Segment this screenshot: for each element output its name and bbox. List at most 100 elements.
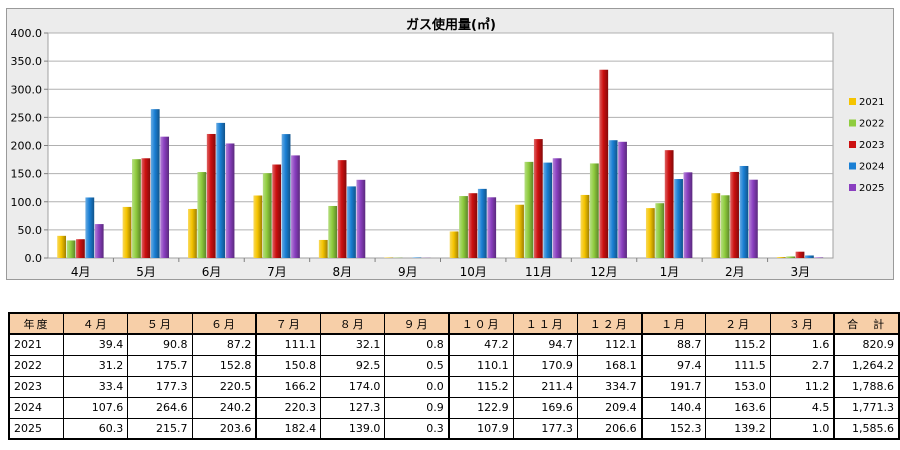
table-value-cell: 97.4 [640,354,707,377]
table-header-cell: 合 計 [833,312,900,335]
bar-2022-9 [655,203,665,258]
bar-2025-11 [814,257,824,258]
bar-2023-10 [730,171,739,258]
bar-2024-3 [281,134,291,258]
table-header-cell: ５月 [127,312,193,335]
bar-2024-0 [85,197,95,258]
table-value-cell: 1.6 [769,333,835,356]
bar-2021-1 [122,206,132,258]
y-tick-label: 400.0 [11,27,43,40]
table-value-cell: 92.5 [320,354,386,377]
bar-2021-11 [776,257,786,258]
legend-label-2025: 2025 [859,183,884,194]
chart-container: 0.0 50.0 100.0 150.0 200.0 250.0 300.0 350.0 400… [6,8,894,280]
x-tick-label: 4月 [71,265,91,279]
table-value-cell: 0.9 [384,396,450,419]
table-value-cell: 166.2 [255,375,322,398]
table-year-cell: 2024 [7,396,64,419]
table-year-cell: 2021 [7,333,64,356]
bar-2022-7 [524,161,534,258]
table-value-cell: 88.7 [640,333,707,356]
table-value-cell: 820.9 [833,333,900,356]
table-value-cell: 1.0 [769,417,835,440]
bar-2024-1 [150,109,160,258]
table-row: 2022 31.2 175.7 152.8 150.8 92.5 0.5 110.1 170.9… [7,354,900,377]
bar-2024-10 [739,165,749,258]
bar-2024-11 [804,255,814,258]
table-value-cell: 32.1 [320,333,386,356]
x-tick-label: 3月 [790,265,810,279]
table-value-cell: 182.4 [255,417,322,440]
table-value-cell: 177.3 [127,375,193,398]
table-header-cell: ２月 [705,312,771,335]
bar-2022-1 [132,159,141,258]
bar-2024-7 [543,162,553,258]
table-header-cell: １１月 [512,312,578,335]
table-value-cell: 220.3 [255,396,322,419]
table-value-cell: 191.7 [640,375,707,398]
bar-2021-10 [711,193,721,258]
bar-2022-4 [328,205,338,258]
legend-swatch-2025 [849,184,856,191]
table-value-cell: 0.8 [384,333,450,356]
table-value-cell: 240.2 [191,396,257,419]
table-value-cell: 152.8 [191,354,257,377]
table-row: 2025 60.3 215.7 203.6 182.4 139.0 0.3 107.9 177.… [7,417,900,440]
table-value-cell: 168.1 [576,354,643,377]
table-value-cell: 90.8 [127,333,193,356]
bar-2021-3 [253,195,263,258]
table-year-cell: 2023 [7,375,64,398]
legend-label-2024: 2024 [859,162,884,173]
table-value-cell: 115.2 [705,333,771,356]
table-value-cell: 127.3 [320,396,386,419]
table-value-cell: 1,771.3 [833,396,900,419]
gas-usage-chart: 0.0 50.0 100.0 150.0 200.0 250.0 300.0 350.0 400… [11,27,885,279]
table-value-cell: 1,264.2 [833,354,900,377]
bar-2022-3 [262,173,272,258]
bar-2025-8 [618,141,627,258]
bar-2023-1 [141,158,151,258]
bar-2022-2 [197,172,207,258]
x-tick-label: 1月 [660,265,680,279]
table-value-cell: 112.1 [576,333,643,356]
table-value-cell: 153.0 [705,375,771,398]
table-value-cell: 139.0 [320,417,386,440]
table-header-cell: ７月 [255,312,322,335]
table-value-cell: 203.6 [191,417,257,440]
table-value-cell: 94.7 [512,333,578,356]
table-value-cell: 33.4 [62,375,129,398]
table-header-cell: 年度 [7,312,64,335]
table-value-cell: 60.3 [62,417,129,440]
table-header-cell: ９月 [384,312,450,335]
table-value-cell: 111.1 [255,333,322,356]
table-value-cell: 264.6 [127,396,193,419]
table-value-cell: 177.3 [512,417,578,440]
table-value-cell: 334.7 [576,375,643,398]
table-value-cell: 122.9 [447,396,514,419]
legend-swatch-2022 [849,119,856,127]
bar-2024-9 [674,179,683,258]
table-row: 2024 107.6 264.6 240.2 220.3 127.3 0.9 122.9 169… [7,396,900,419]
table-value-cell: 175.7 [127,354,193,377]
bar-2023-11 [795,251,805,258]
bar-2022-8 [589,163,599,258]
y-tick-label: 150.0 [11,168,43,181]
bar-2025-0 [94,224,104,258]
y-tick-label: 200.0 [11,140,43,153]
legend-label-2022: 2022 [859,119,884,130]
bar-2024-8 [608,140,618,258]
legend-swatch-2021 [849,98,856,105]
table-header-cell: １２月 [576,312,643,335]
bar-2023-9 [664,150,674,258]
table-value-cell: 11.2 [769,375,835,398]
table-value-cell: 47.2 [447,333,514,356]
bar-2023-4 [337,160,347,258]
table-value-cell: 206.6 [576,417,643,440]
table-value-cell: 107.9 [447,417,514,440]
bar-2025-9 [683,172,693,258]
bar-2023-0 [76,239,85,258]
bar-2021-4 [318,239,328,258]
bar-2022-11 [786,256,795,258]
legend-swatch-2024 [849,162,856,170]
table-value-cell: 174.0 [320,375,386,398]
